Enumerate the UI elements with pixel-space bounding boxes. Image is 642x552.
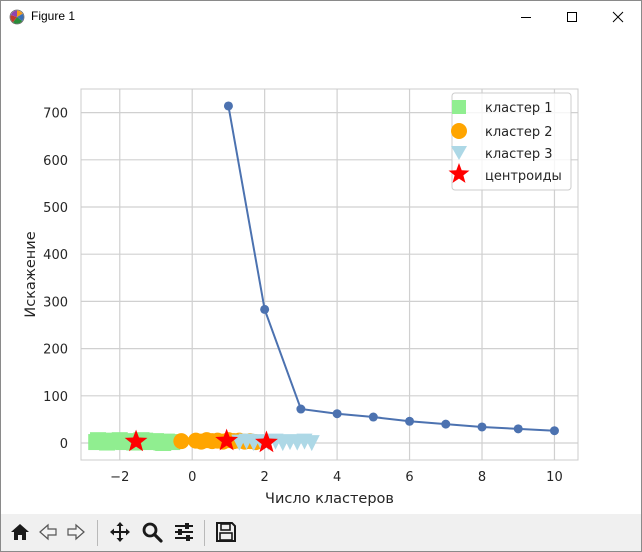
pan-button[interactable] <box>106 518 133 546</box>
forward-button[interactable] <box>62 518 89 546</box>
save-button[interactable] <box>212 518 239 546</box>
toolbar-separator <box>204 520 205 546</box>
window-title: Figure 1 <box>31 9 76 23</box>
scatter-point-1 <box>111 432 128 449</box>
x-tick-label: 8 <box>478 470 486 485</box>
y-tick-label: 0 <box>60 437 68 452</box>
y-tick-label: 500 <box>43 201 68 216</box>
y-tick-label: 400 <box>43 248 68 263</box>
close-button[interactable] <box>595 1 641 32</box>
zoom-button[interactable] <box>138 518 165 546</box>
legend-label-cluster1: кластер 1 <box>485 101 553 116</box>
home-icon <box>10 524 29 540</box>
x-tick-label: 6 <box>405 470 413 485</box>
move-icon <box>109 522 130 542</box>
scatter-point-1 <box>155 435 172 452</box>
elbow-point <box>441 419 451 429</box>
legend-marker-cluster3 <box>451 146 467 160</box>
home-button[interactable] <box>6 518 33 546</box>
x-tick-label: −2 <box>110 470 129 485</box>
legend-marker-cluster1 <box>452 100 466 114</box>
maximize-icon <box>567 11 577 22</box>
y-tick-label: 200 <box>43 343 68 358</box>
axes-frame <box>80 88 579 461</box>
floppy-disk-icon <box>215 522 236 542</box>
magnifier-icon <box>142 522 163 543</box>
y-tick-label: 300 <box>43 295 68 310</box>
centroid-star <box>124 429 148 452</box>
y-tick-label: 100 <box>43 390 68 405</box>
x-tick-label: 0 <box>188 470 196 485</box>
minimize-button[interactable] <box>503 1 549 32</box>
matplotlib-logo-icon <box>9 9 25 25</box>
scatter-point-3 <box>303 435 320 452</box>
scatter-point-2 <box>173 433 190 450</box>
y-axis-label: Искажение <box>23 231 39 317</box>
centroid-star <box>255 430 278 453</box>
elbow-point <box>368 412 378 422</box>
y-tick-label: 600 <box>43 154 68 169</box>
elbow-point <box>296 404 306 414</box>
legend-marker-centroids <box>448 163 470 183</box>
legend: кластер 1 кластер 2 кластер 3 центроиды <box>448 92 572 191</box>
elbow-point <box>260 304 270 314</box>
legend-marker-cluster2 <box>451 123 467 139</box>
x-axis-label: Число кластеров <box>265 491 394 507</box>
elbow-point <box>549 426 559 436</box>
toolbar-separator <box>97 520 98 546</box>
sliders-icon <box>174 523 193 541</box>
forward-arrow-icon <box>66 523 85 541</box>
close-icon <box>612 11 624 22</box>
minimize-icon <box>521 16 531 18</box>
elbow-point <box>477 422 487 432</box>
navigation-toolbar <box>1 514 641 551</box>
elbow-point <box>405 416 415 426</box>
figure-canvas[interactable]: −2 0 2 4 6 8 10 0 100 200 300 400 500 600 700 Число кл… <box>1 32 641 512</box>
legend-label-cluster2: кластер 2 <box>485 125 553 140</box>
title-bar[interactable]: Figure 1 <box>1 1 641 32</box>
scatter-point-1 <box>90 432 107 449</box>
elbow-point <box>513 424 523 434</box>
legend-label-centroids: центроиды <box>485 169 562 184</box>
back-button[interactable] <box>34 518 61 546</box>
elbow-point <box>223 101 233 111</box>
elbow-line <box>227 105 555 432</box>
x-tick-label: 10 <box>546 470 563 485</box>
elbow-point <box>332 409 342 419</box>
centroid-star <box>215 428 239 451</box>
legend-label-cluster3: кластер 3 <box>485 147 553 162</box>
x-tick-label: 2 <box>261 470 269 485</box>
maximize-button[interactable] <box>549 1 595 32</box>
x-tick-label: 4 <box>333 470 341 485</box>
back-arrow-icon <box>38 523 57 541</box>
y-tick-label: 700 <box>43 107 68 122</box>
configure-subplots-button[interactable] <box>170 518 197 546</box>
